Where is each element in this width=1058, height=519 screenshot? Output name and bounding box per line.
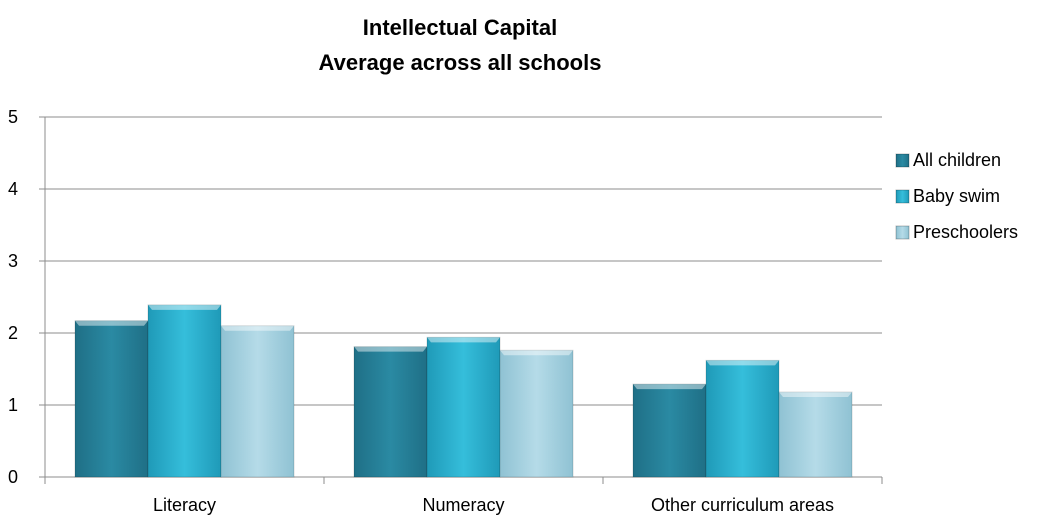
bar-bevel xyxy=(75,320,148,326)
bar-bevel xyxy=(427,337,500,343)
bar-bevel xyxy=(148,304,221,310)
y-tick-label: 0 xyxy=(8,467,18,487)
bar-bevel xyxy=(706,360,779,366)
bar-bevel xyxy=(500,350,573,356)
bar-bevel xyxy=(779,392,852,398)
bar xyxy=(147,304,222,478)
y-tick-label: 5 xyxy=(8,107,18,127)
legend-label: Preschoolers xyxy=(913,222,1018,242)
y-tick-label: 2 xyxy=(8,323,18,343)
x-tick-label: Literacy xyxy=(153,495,216,515)
bar xyxy=(220,325,295,478)
bar xyxy=(499,349,574,478)
legend-label: Baby swim xyxy=(913,186,1000,206)
bar xyxy=(632,383,707,478)
bar-bevel xyxy=(633,384,706,390)
bar xyxy=(353,346,428,478)
y-tick-label: 3 xyxy=(8,251,18,271)
y-tick-label: 1 xyxy=(8,395,18,415)
legend-swatch xyxy=(895,225,910,240)
legend-label: All children xyxy=(913,150,1001,170)
chart-subtitle: Average across all schools xyxy=(319,50,602,75)
bar xyxy=(778,391,853,478)
y-axis: 0 1 2 3 4 5 xyxy=(8,107,46,487)
x-axis: Literacy Numeracy Other curriculum areas xyxy=(44,476,883,515)
legend-swatch xyxy=(895,189,910,204)
bars xyxy=(74,304,853,478)
bar-bevel xyxy=(221,325,294,331)
y-tick-label: 4 xyxy=(8,179,18,199)
bar xyxy=(426,336,501,478)
x-tick-label: Other curriculum areas xyxy=(651,495,834,515)
legend: All children Baby swim Preschoolers xyxy=(895,150,1018,242)
bar-bevel xyxy=(354,346,427,352)
bar xyxy=(74,320,149,478)
x-tick-label: Numeracy xyxy=(422,495,504,515)
legend-swatch xyxy=(895,153,910,168)
bar xyxy=(705,359,780,478)
chart-title: Intellectual Capital xyxy=(363,15,557,40)
